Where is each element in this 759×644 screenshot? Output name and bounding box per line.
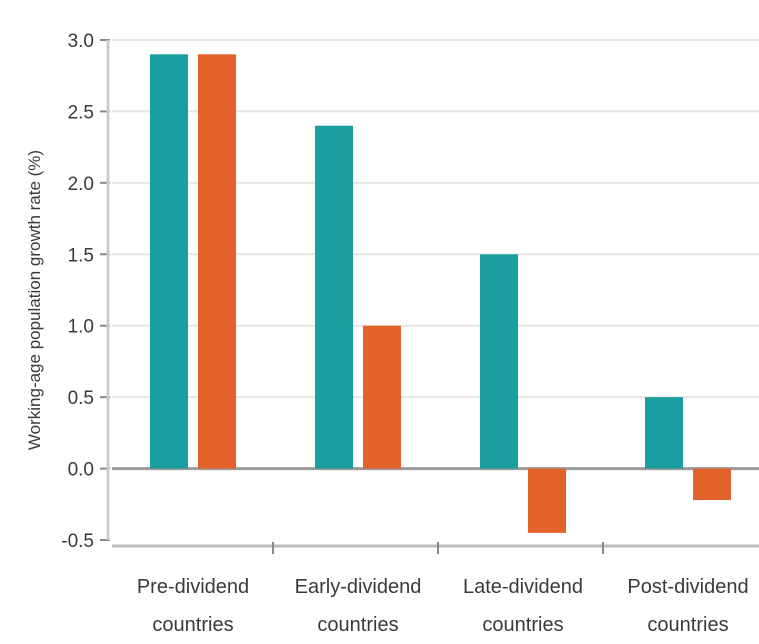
bar (480, 254, 518, 469)
y-axis-label: Working-age population growth rate (%) (25, 150, 44, 450)
x-category-label: countries (152, 614, 233, 636)
bar (315, 125, 353, 469)
bars (150, 54, 731, 533)
y-tick-label: 1.5 (68, 245, 94, 266)
bar (150, 54, 188, 469)
bar (363, 325, 401, 469)
x-category-label: countries (317, 614, 398, 636)
y-tick-label: -0.5 (61, 531, 94, 552)
x-category-label: countries (482, 614, 563, 636)
y-tick-labels: 3.0 2.5 2.0 1.5 1.0 0.5 0.0 -0.5 (61, 31, 94, 552)
x-category-label: Post-dividend (627, 576, 748, 598)
x-category-label: countries (647, 614, 728, 636)
y-tick-label: 2.0 (68, 174, 94, 195)
bar (645, 397, 683, 469)
bar (693, 468, 731, 500)
axes (100, 39, 759, 554)
y-tick-label: 2.5 (68, 102, 94, 123)
x-category-label: Late-dividend (463, 576, 583, 598)
bar (528, 468, 566, 533)
y-tick-label: 3.0 (68, 31, 94, 52)
y-tick-label: 1.0 (68, 317, 94, 338)
y-tick-label: 0.5 (68, 388, 94, 409)
x-category-labels: Pre-dividend countries Early-dividend count… (137, 576, 749, 636)
bar (198, 54, 236, 469)
x-category-label: Pre-dividend (137, 576, 249, 598)
x-category-label: Early-dividend (295, 576, 422, 598)
y-tick-label: 0.0 (68, 460, 94, 481)
